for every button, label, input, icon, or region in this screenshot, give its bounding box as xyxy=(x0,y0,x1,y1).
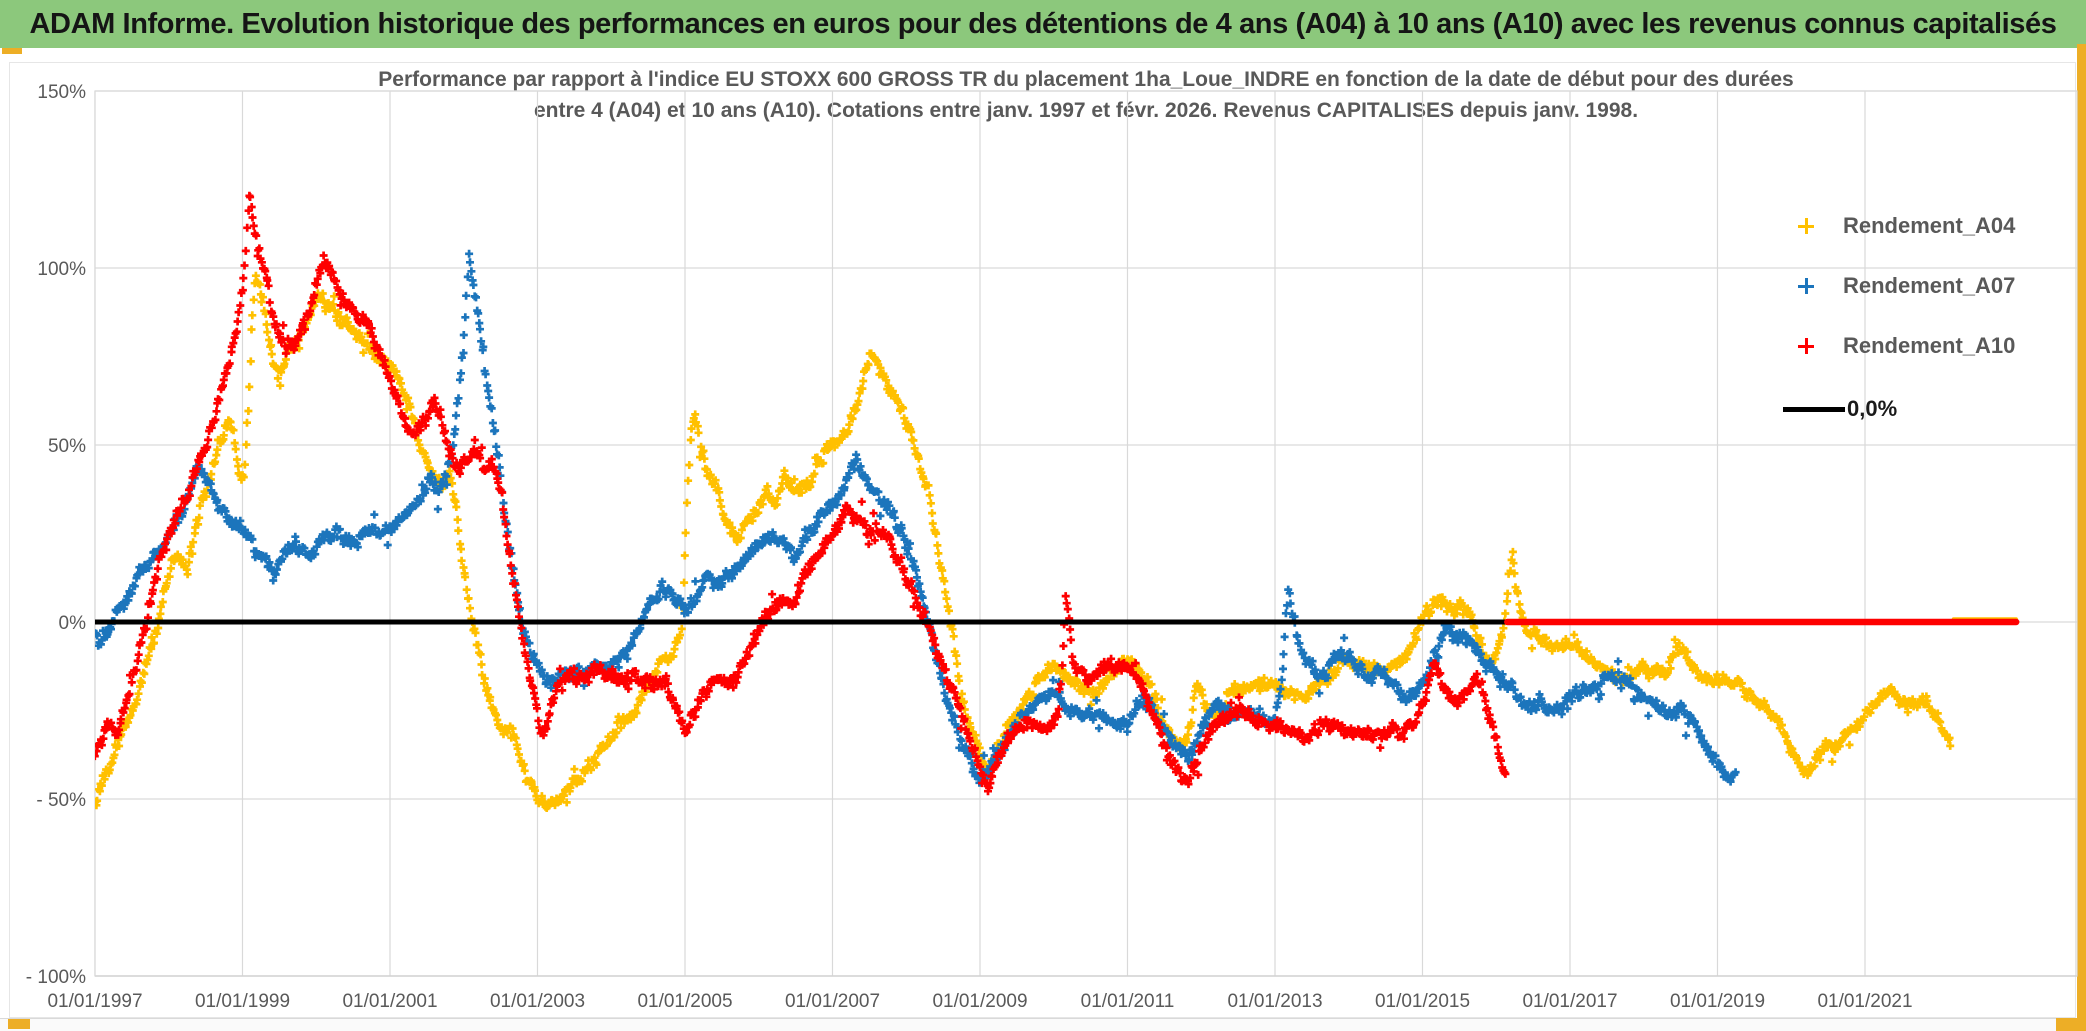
bottom-scroll-strip xyxy=(0,1018,2086,1031)
legend-item-zero-line: 0,0% xyxy=(1783,376,2075,442)
page-title: ADAM Informe. Evolution historique des p… xyxy=(29,7,2057,40)
legend-item-a07: Rendement_A07 xyxy=(1795,256,2075,316)
gold-accent-right-edge xyxy=(2077,44,2086,1028)
gold-accent-bottom-left xyxy=(8,1019,30,1029)
legend-label: Rendement_A10 xyxy=(1843,333,2016,358)
chart-title-line2: entre 4 (A04) et 10 ans (A10). Cotations… xyxy=(533,99,1639,122)
plus-marker-icon-a10 xyxy=(1795,335,1817,357)
legend-item-a10: Rendement_A10 xyxy=(1795,316,2075,376)
legend-label: Rendement_A07 xyxy=(1843,273,2016,298)
chart-title: Performance par rapport à l'indice EU ST… xyxy=(95,64,2077,126)
gold-accent-top-left xyxy=(2,48,22,54)
chart-title-line1: Performance par rapport à l'indice EU ST… xyxy=(378,68,1794,91)
plus-marker-icon-a04 xyxy=(1795,215,1817,237)
plus-marker-icon-a07 xyxy=(1795,275,1817,297)
legend-label: 0,0% xyxy=(1847,396,1898,421)
legend-item-a04: Rendement_A04 xyxy=(1795,196,2075,256)
header-banner: ADAM Informe. Evolution historique des p… xyxy=(0,0,2086,48)
legend-label: Rendement_A04 xyxy=(1843,213,2016,238)
zero-line-icon xyxy=(1783,406,1845,412)
chart-legend: Rendement_A04 Rendement_A07 Rendement_A1… xyxy=(1783,196,2075,442)
chart-card xyxy=(9,62,2076,1018)
gold-accent-bottom-right xyxy=(2056,1018,2086,1031)
